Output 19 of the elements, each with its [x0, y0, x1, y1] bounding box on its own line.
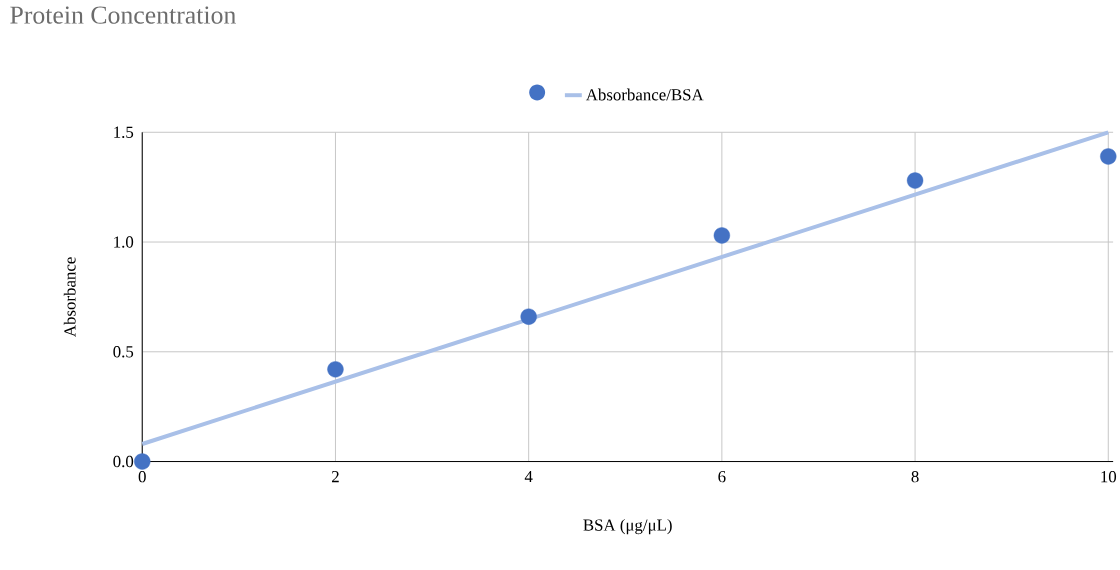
- y-tick-label: 0.0: [113, 455, 134, 468]
- y-tick-label: 1.5: [114, 126, 134, 138]
- x-tick-label: 2: [331, 471, 339, 483]
- x-tick-label: 6: [718, 471, 726, 483]
- x-tick-label: 4: [524, 471, 533, 483]
- x-tick-label: 0: [138, 471, 146, 483]
- legend-label: Absorbance/BSA: [585, 88, 704, 101]
- x-tick-label: 8: [911, 471, 919, 483]
- point: [520, 308, 537, 325]
- point: [713, 227, 731, 244]
- y-tick-label: 1.0: [114, 236, 134, 248]
- point: [134, 453, 151, 470]
- x-tick-label: 10: [1101, 471, 1117, 483]
- point: [327, 361, 344, 378]
- point: [906, 172, 924, 189]
- y-tick-label: 0.5: [113, 346, 134, 358]
- x-axis-title: BSA (μg/μL): [583, 518, 672, 535]
- chart-title: Protein Concentration: [10, 6, 236, 24]
- y-axis-title: Absorbance: [63, 257, 76, 337]
